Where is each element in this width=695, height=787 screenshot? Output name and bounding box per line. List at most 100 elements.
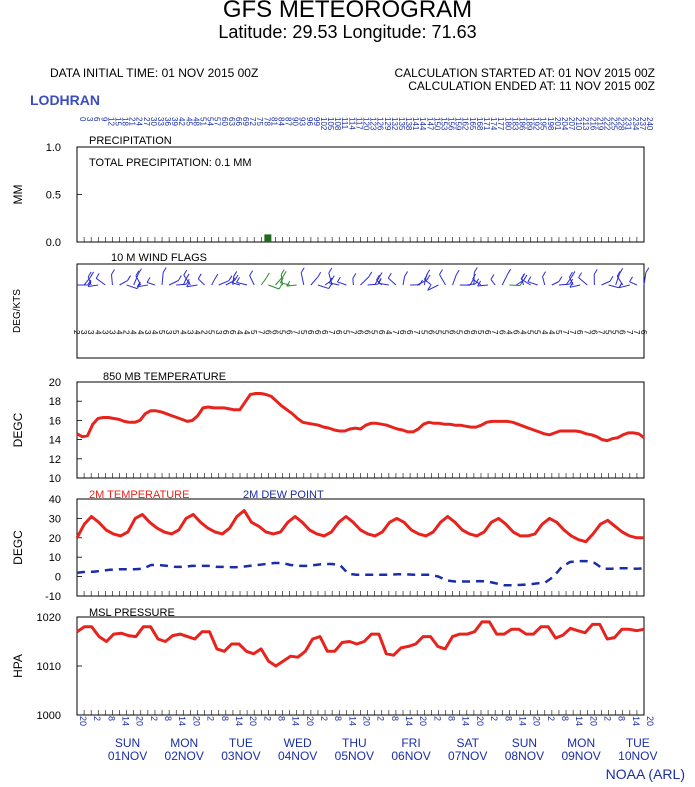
wind-barb-flag <box>249 270 254 276</box>
wind-barb-flag <box>619 268 624 274</box>
hour-label: 30 <box>149 117 158 126</box>
hour-label: 195 <box>539 117 548 131</box>
hour-label: 156 <box>447 117 456 131</box>
y-tick-label: 16 <box>49 415 61 427</box>
utc-hour-label: 20 <box>588 716 598 726</box>
hour-label: 135 <box>397 117 406 131</box>
utc-hour-label: 20 <box>645 716 655 726</box>
wind-barb <box>367 283 379 286</box>
wind-barb-flag <box>616 270 621 277</box>
wind-speed-label: 6 <box>270 330 279 335</box>
y-axis-label: DEGC <box>11 412 25 447</box>
y-tick-label: 1010 <box>37 661 61 673</box>
hour-label: 213 <box>581 117 590 131</box>
hour-label: 114 <box>347 117 356 130</box>
hour-label: 87 <box>284 117 293 126</box>
wind-barb-flag <box>593 269 598 275</box>
utc-hour-label: 8 <box>276 716 286 721</box>
wind-barb <box>439 274 446 286</box>
wind-speed-label: 7 <box>582 330 591 335</box>
wind-barb-flag <box>387 272 392 279</box>
wind-speed-label: 5 <box>299 330 308 335</box>
wind-speed-label: 5 <box>526 330 535 335</box>
wind-barb <box>87 276 92 286</box>
site-name: LODHRAN <box>30 92 100 108</box>
wind-barb-flag <box>87 279 92 286</box>
wind-speed-label: 7 <box>256 330 265 335</box>
wind-barb-flag <box>352 273 357 279</box>
y-tick-label: 1020 <box>37 612 61 624</box>
wind-speed-label: 6 <box>363 330 372 335</box>
wind-barb <box>249 275 255 286</box>
hour-label: 189 <box>525 117 534 131</box>
hour-label: 96 <box>305 117 314 126</box>
hour-label: 126 <box>376 117 385 131</box>
hour-label: 216 <box>588 117 597 131</box>
y-tick-label: -10 <box>45 591 61 603</box>
utc-hour-label: 20 <box>475 716 485 726</box>
data-initial-time: DATA INITIAL TIME: 01 NOV 2015 00Z <box>50 66 259 80</box>
wind-speed-label: 6 <box>405 330 414 335</box>
series-line-msl-pressure <box>76 620 645 668</box>
page-title: GFS METEOROGRAM <box>222 0 473 23</box>
hour-label: 9 <box>99 117 108 122</box>
hour-label: 108 <box>333 117 342 131</box>
hour-label: 39 <box>170 117 179 126</box>
hour-label: 12 <box>106 117 115 126</box>
wind-barb-flag <box>328 267 333 274</box>
wind-speed-label: 3 <box>185 330 194 335</box>
wind-barb <box>88 284 99 287</box>
y-tick-label: 1000 <box>37 710 61 722</box>
wind-barb <box>211 278 216 286</box>
hour-label: 174 <box>489 117 498 131</box>
hour-label: 36 <box>163 117 172 126</box>
wind-barb <box>565 276 573 286</box>
utc-hour-label: 14 <box>291 716 301 726</box>
wind-speed-label: 5 <box>419 330 428 335</box>
wind-barb-flag <box>87 281 92 287</box>
wind-barb <box>569 284 581 288</box>
hour-label: 141 <box>411 117 420 131</box>
wind-speed-label: 5 <box>370 330 379 335</box>
utc-hour-label: 20 <box>248 716 258 726</box>
wind-speed-label: 5 <box>157 330 166 335</box>
wind-speed-label: 5 <box>554 330 563 335</box>
panel-frame-4 <box>76 616 645 716</box>
hour-label: 72 <box>248 117 257 126</box>
utc-hour-label: 14 <box>517 716 527 726</box>
hour-label: 192 <box>532 117 541 131</box>
wind-barb <box>135 275 142 286</box>
wind-barb-flag <box>300 267 305 274</box>
date-label: 06NOV <box>391 749 430 763</box>
hour-label: 177 <box>496 117 505 131</box>
wind-speed-label: 5 <box>278 330 287 335</box>
wind-barb <box>490 279 496 286</box>
utc-hour-label: 14 <box>234 716 244 726</box>
y-tick-label: 0 <box>55 572 61 584</box>
wind-barb <box>119 280 128 286</box>
wind-speed-label: 4 <box>540 330 549 335</box>
hour-label: 222 <box>602 117 611 131</box>
date-label: 02NOV <box>165 749 204 763</box>
wind-barb <box>615 273 621 286</box>
panel-title: MSL PRESSURE <box>89 607 175 619</box>
wind-speed-label: 4 <box>129 330 138 335</box>
utc-hour-label: 20 <box>418 716 428 726</box>
hour-label: 3 <box>85 117 94 122</box>
utc-hour-label: 14 <box>574 716 584 726</box>
wind-barb-flag <box>328 277 333 284</box>
hour-label: 27 <box>142 117 151 126</box>
hour-label: 45 <box>184 117 193 126</box>
wind-speed-label: 6 <box>462 330 471 335</box>
wind-barb <box>378 282 389 286</box>
wind-barb <box>328 282 340 286</box>
wind-speed-label: 6 <box>228 330 237 335</box>
wind-barb <box>542 276 546 286</box>
utc-hour-label: 14 <box>404 716 414 726</box>
hour-label: 75 <box>255 117 264 126</box>
wind-barb-flag <box>609 275 614 282</box>
wind-barb-flag <box>424 274 428 280</box>
date-label: 10NOV <box>618 749 657 763</box>
wind-barb-flag <box>95 273 100 279</box>
wind-barb-flag <box>527 276 532 282</box>
